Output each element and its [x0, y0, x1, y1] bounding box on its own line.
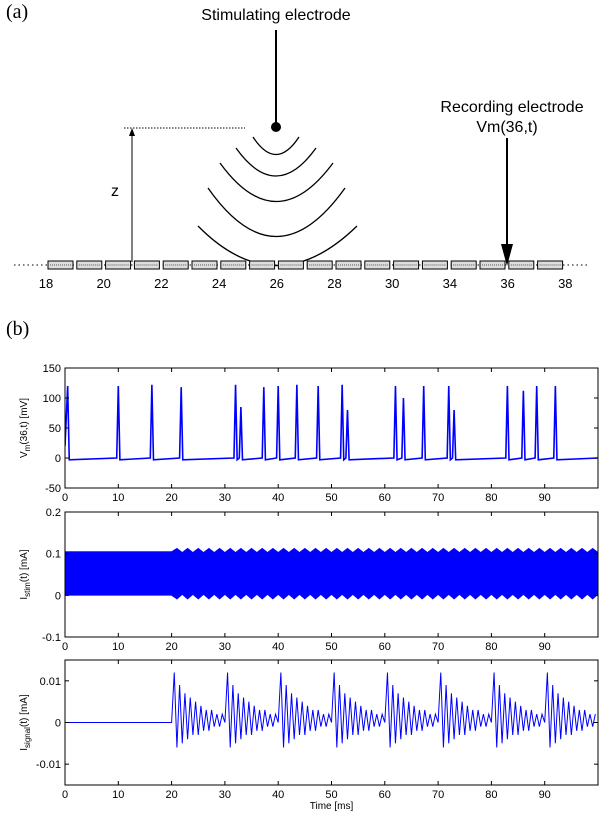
position-label: 24: [212, 276, 226, 291]
y-tick-label: -0.1: [42, 632, 61, 644]
x-tick-label: 90: [539, 641, 551, 653]
y-axis-label-part: (t) [mA]: [19, 549, 30, 582]
y-tick-label: -0.01: [36, 759, 61, 771]
stim-tip: [271, 122, 281, 132]
x-tick-label: 20: [165, 789, 177, 801]
z-arrowhead: [129, 128, 135, 136]
x-tick-label: 10: [112, 492, 124, 504]
x-tick-label: 0: [62, 789, 68, 801]
x-tick-label: 70: [432, 492, 444, 504]
x-tick-label: 80: [485, 492, 497, 504]
chart: 0 10 20 30 40 50 60 70 80 90 -0.01 0 0.01 Isignal(t) …: [19, 659, 599, 812]
y-axis-label: Isignal(t) [mA]: [19, 694, 32, 751]
x-tick-label: 50: [325, 641, 337, 653]
y-tick-label: 150: [43, 363, 61, 375]
x-tick-label: 10: [112, 789, 124, 801]
y-axis-label-part: signal: [23, 727, 32, 748]
y-axis-label: Istim(t) [mA]: [19, 549, 32, 599]
x-axis-label: Time [ms]: [310, 801, 354, 812]
x-tick-label: 70: [432, 641, 444, 653]
x-tick-label: 60: [379, 492, 391, 504]
cable: [47, 260, 564, 270]
x-tick-label: 50: [325, 492, 337, 504]
x-tick-label: 50: [325, 789, 337, 801]
x-tick-label: 40: [272, 641, 284, 653]
signal-line: [65, 384, 598, 462]
y-tick-label: 0.2: [46, 507, 61, 519]
position-label: 28: [327, 276, 341, 291]
y-axis-label: Vm(36,t) [mV]: [19, 398, 32, 458]
x-tick-label: 30: [219, 641, 231, 653]
x-tick-label: 30: [219, 492, 231, 504]
y-tick-label: 50: [49, 423, 61, 435]
signal-line: [65, 672, 596, 748]
position-label: 38: [558, 276, 572, 291]
position-label: 22: [154, 276, 168, 291]
y-axis-label-part: (36,t) [mV]: [19, 398, 30, 445]
y-axis-label-part: I: [19, 597, 30, 600]
x-tick-label: 80: [485, 789, 497, 801]
x-tick-label: 0: [62, 641, 68, 653]
position-label: 34: [443, 276, 457, 291]
position-label: 18: [39, 276, 53, 291]
rec-label: Vm(36,t): [476, 119, 537, 136]
x-tick-label: 90: [539, 492, 551, 504]
y-tick-label: 0: [55, 718, 61, 730]
y-axis-label-part: m: [23, 444, 32, 451]
x-tick-label: 40: [272, 789, 284, 801]
x-tick-label: 70: [432, 789, 444, 801]
x-tick-label: 20: [165, 641, 177, 653]
position-label: 30: [385, 276, 399, 291]
position-label: 36: [500, 276, 514, 291]
y-axis-label-part: (t) [mA]: [19, 694, 30, 727]
position-label: 26: [270, 276, 284, 291]
y-tick-label: 0: [55, 590, 61, 602]
y-axis-label-part: I: [19, 748, 30, 751]
x-tick-label: 40: [272, 492, 284, 504]
rec-arrowhead: [501, 244, 513, 266]
chart: 0 10 20 30 40 50 60 70 80 90-50050100150Vm(36,t) …: [19, 363, 599, 504]
signal-band: [65, 547, 598, 600]
y-tick-label: 0.1: [46, 549, 61, 561]
y-tick-label: 100: [43, 393, 61, 405]
y-tick-label: 0.01: [40, 676, 61, 688]
rec-label: Recording electrode: [440, 99, 583, 116]
x-tick-label: 10: [112, 641, 124, 653]
y-tick-label: 0: [55, 453, 61, 465]
x-tick-label: 60: [379, 641, 391, 653]
position-labels: 18 20 22 24 26 28 30 34 36 38: [39, 276, 573, 291]
panel-label: (a): [6, 1, 28, 23]
x-tick-label: 30: [219, 789, 231, 801]
axes-frame: [64, 367, 599, 489]
x-tick-label: 20: [165, 492, 177, 504]
x-tick-label: 60: [379, 789, 391, 801]
y-axis-label-part: stim: [23, 582, 32, 597]
panel-label: (b): [6, 318, 29, 340]
x-tick-label: 0: [62, 492, 68, 504]
x-tick-label: 80: [485, 641, 497, 653]
z-label: z: [111, 183, 119, 200]
field-arcs: [197, 136, 358, 266]
stim-label: Stimulating electrode: [201, 7, 351, 24]
position-label: 20: [96, 276, 110, 291]
x-tick-label: 90: [539, 789, 551, 801]
y-tick-label: -50: [45, 483, 61, 495]
y-axis-label-part: V: [19, 451, 30, 458]
